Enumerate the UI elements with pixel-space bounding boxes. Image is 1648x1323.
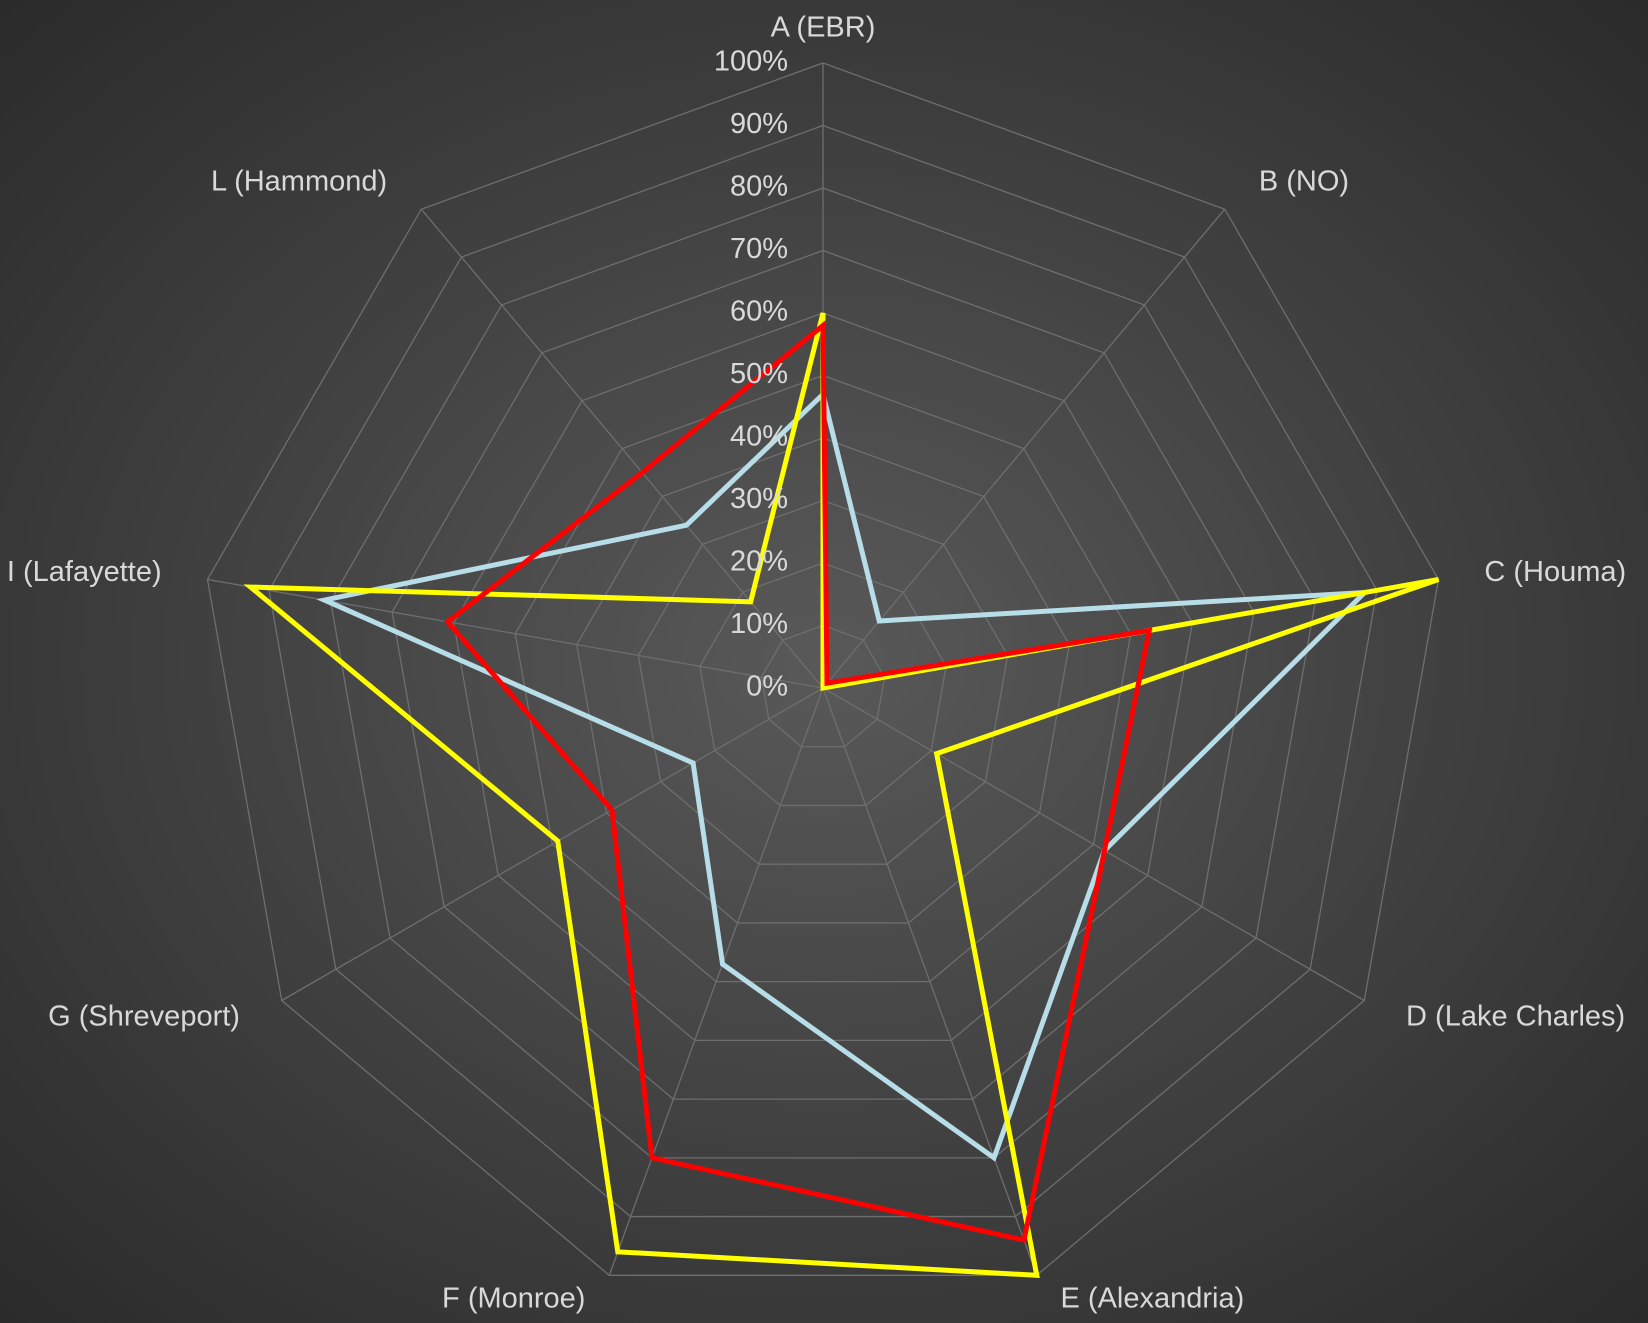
grid-ring <box>760 624 886 748</box>
series-line <box>316 389 1372 1162</box>
category-label: L (Hammond) <box>211 166 387 198</box>
category-label: C (Houma) <box>1484 556 1626 588</box>
grid-ring <box>206 62 1440 1276</box>
category-label: D (Lake Charles) <box>1406 1000 1625 1032</box>
tick-label: 50% <box>730 358 788 390</box>
grid-ring <box>453 312 1193 1042</box>
spoke <box>207 578 824 689</box>
grid-ring <box>268 124 1378 1218</box>
tick-label: 70% <box>730 233 788 265</box>
tick-label: 100% <box>714 46 788 78</box>
grid-ring <box>329 187 1317 1159</box>
tick-label: 80% <box>730 171 788 203</box>
category-label: B (NO) <box>1259 166 1349 198</box>
series-line <box>443 320 1153 1244</box>
tick-label: 40% <box>730 421 788 453</box>
spoke <box>822 208 1226 689</box>
spoke <box>822 687 1365 1002</box>
spoke <box>608 687 824 1276</box>
category-label: I (Lafayette) <box>7 556 162 588</box>
grid-ring <box>514 374 1132 983</box>
category-label: A (EBR) <box>771 11 876 43</box>
tick-label: 20% <box>730 546 788 578</box>
tick-label: 0% <box>746 671 788 703</box>
tick-label: 30% <box>730 483 788 515</box>
grid-ring <box>576 437 1070 924</box>
spoke <box>281 687 824 1002</box>
grid-ring <box>699 562 947 807</box>
tick-label: 90% <box>730 108 788 140</box>
category-label: E (Alexandria) <box>1061 1283 1245 1315</box>
tick-label: 10% <box>730 608 788 640</box>
tick-label: 60% <box>730 296 788 328</box>
grid-ring <box>391 249 1255 1100</box>
category-label: G (Shreveport) <box>48 1000 240 1032</box>
spoke <box>822 687 1038 1276</box>
spoke <box>420 208 824 689</box>
category-label: F (Monroe) <box>442 1283 585 1315</box>
